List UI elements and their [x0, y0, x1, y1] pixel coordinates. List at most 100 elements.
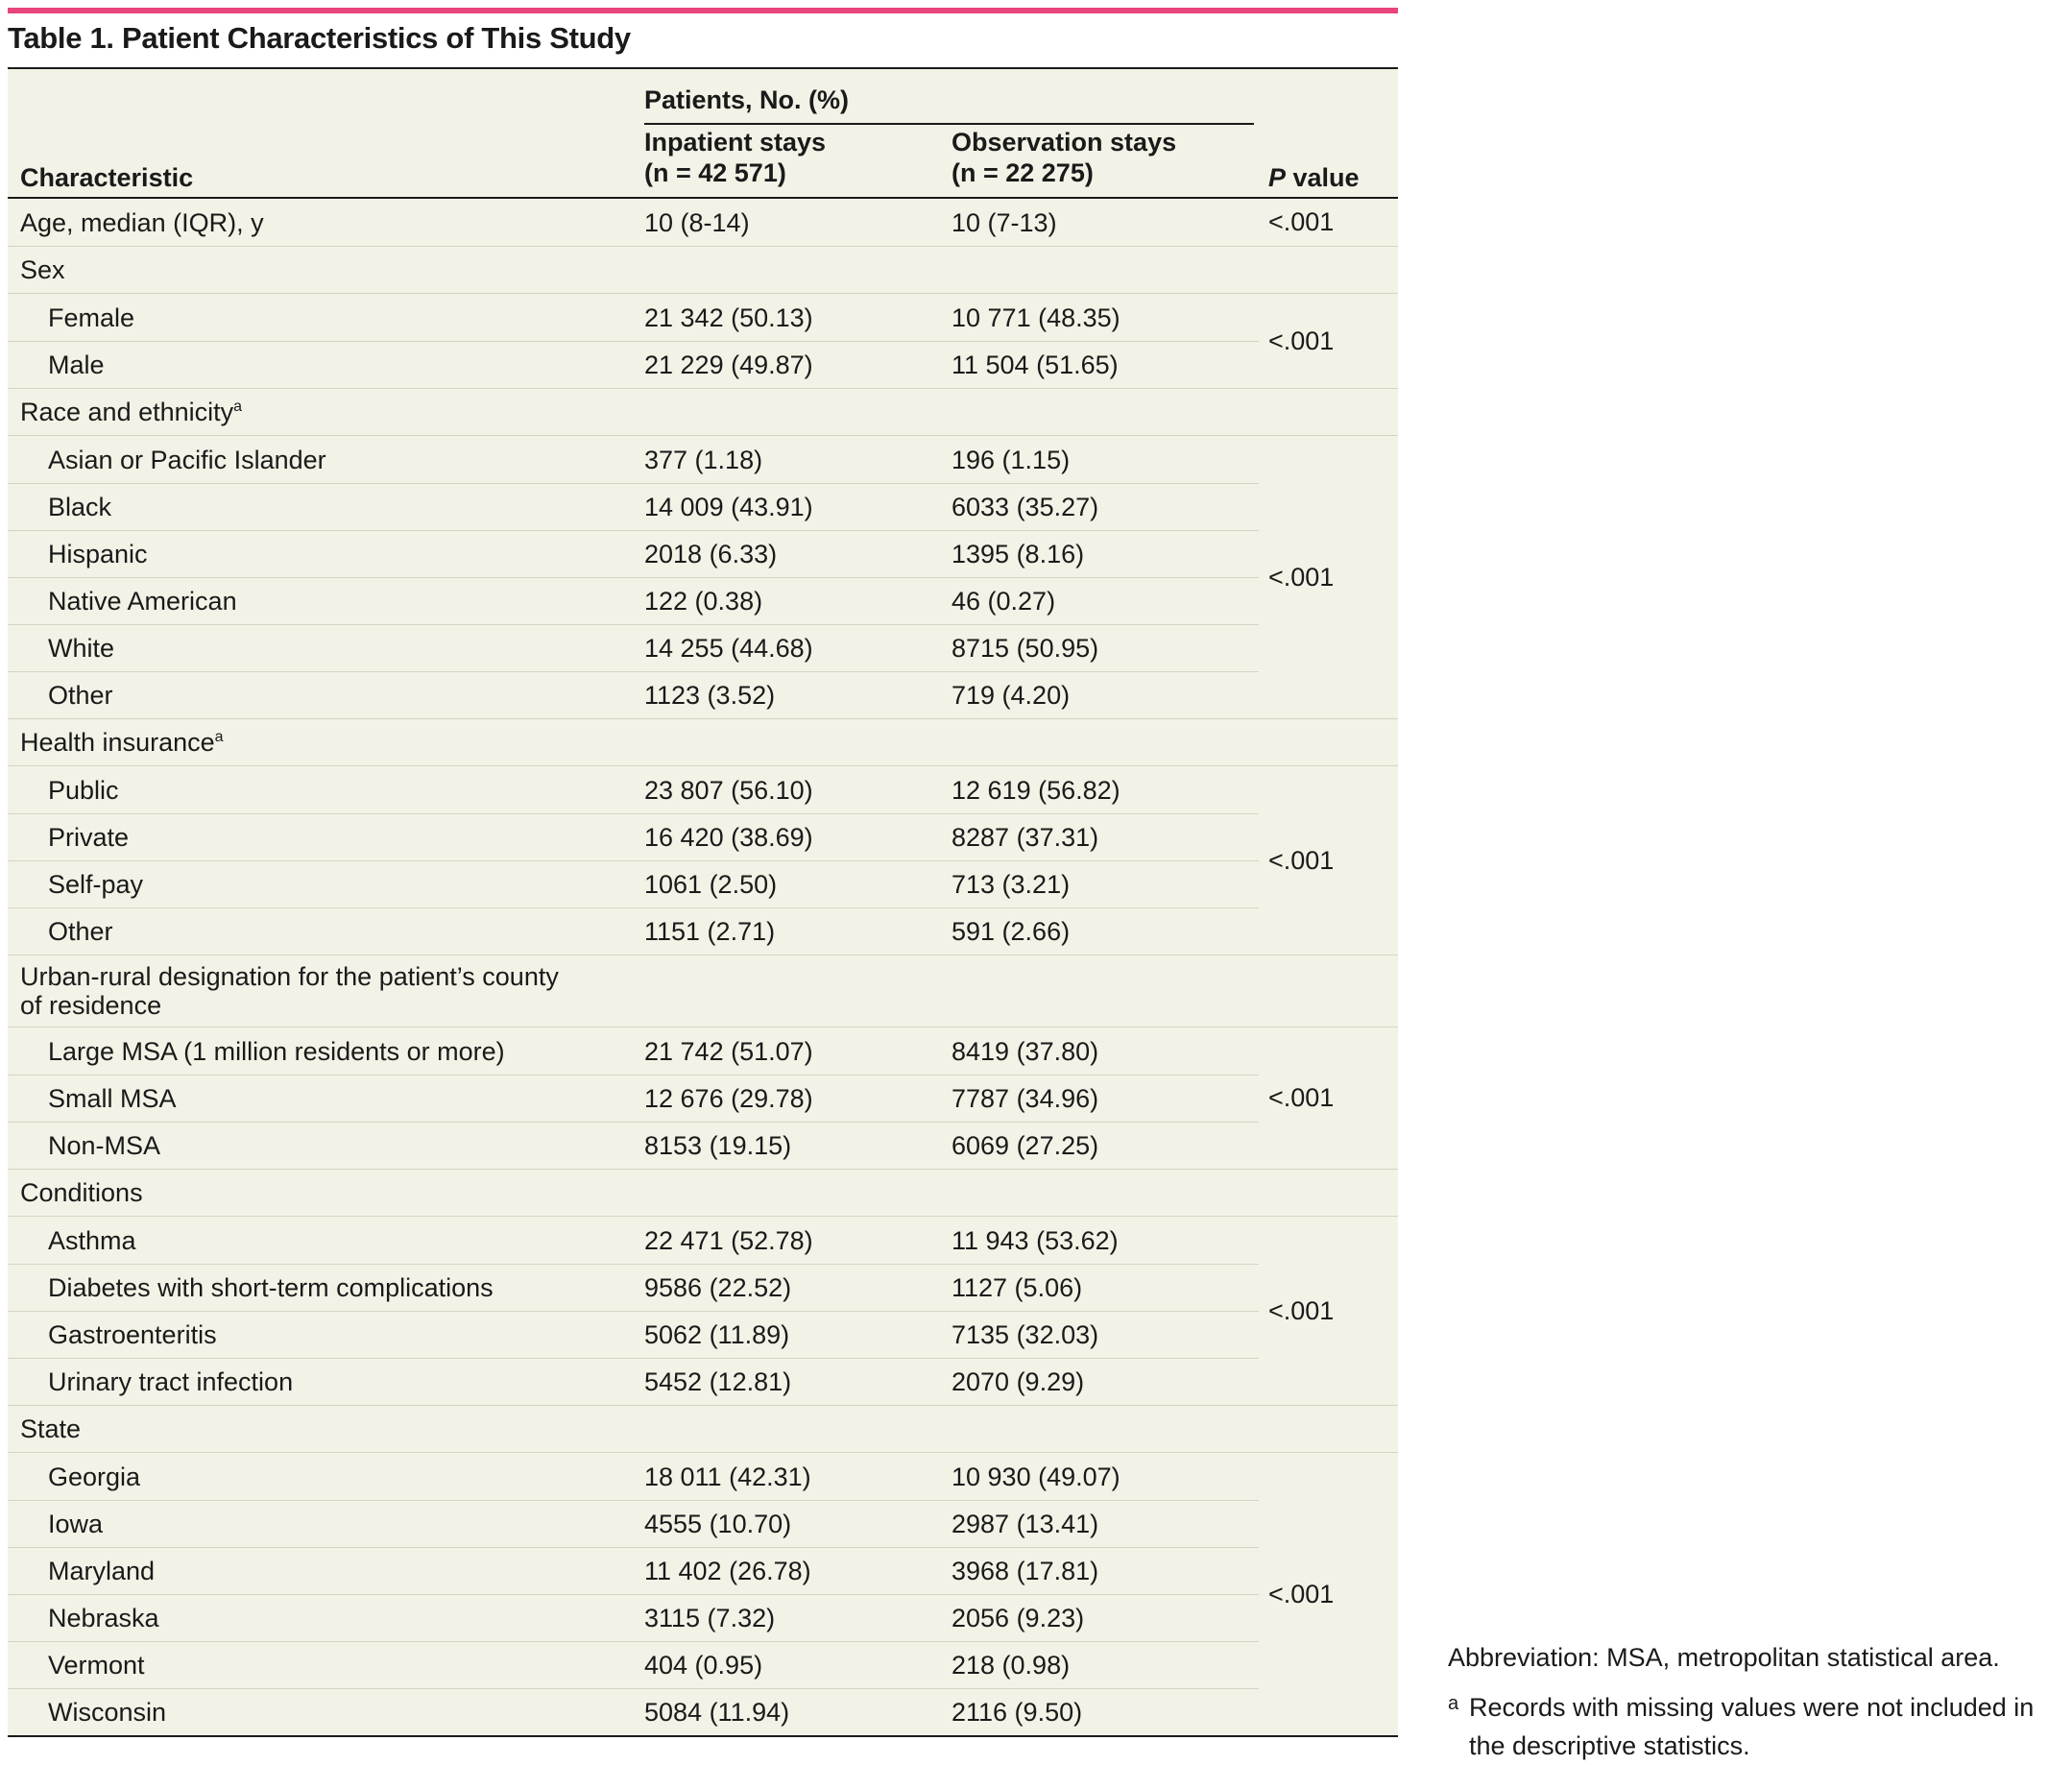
row-inpatient: 21 742 (51.07): [644, 1036, 813, 1066]
row-observation: 218 (0.98): [952, 1651, 1071, 1680]
header-p-italic: P: [1268, 163, 1287, 192]
row-label: Black: [48, 493, 112, 521]
table-row: Urinary tract infection 5452 (12.81) 207…: [8, 1358, 1259, 1405]
row-observation: 2070 (9.29): [952, 1367, 1085, 1396]
table-bottom-rule: [8, 1735, 1398, 1737]
row-observation: 8419 (37.80): [952, 1036, 1099, 1066]
group-p-value: <.001: [1268, 1295, 1335, 1325]
row-inpatient: 12 676 (29.78): [644, 1084, 813, 1113]
row-inpatient: 404 (0.95): [644, 1651, 763, 1680]
table-row: Self-pay 1061 (2.50) 713 (3.21): [8, 860, 1259, 907]
table-row: Asthma 22 471 (52.78) 11 943 (53.62): [8, 1217, 1259, 1264]
table-row: Male 21 229 (49.87) 11 504 (51.65): [8, 341, 1259, 388]
category-urban-rural: Urban-rural designation for the patient’…: [8, 955, 1398, 1028]
row-observation: 1127 (5.06): [952, 1273, 1083, 1302]
header-observation: Observation stays (n = 22 275): [952, 127, 1176, 188]
row-label: Vermont: [48, 1651, 145, 1680]
row-label: Private: [48, 823, 130, 852]
table-row: Maryland 11 402 (26.78) 3968 (17.81): [8, 1547, 1259, 1594]
row-observation: 7787 (34.96): [952, 1084, 1099, 1113]
footnote-marker: a: [214, 729, 224, 745]
row-label: Age, median (IQR), y: [20, 207, 264, 237]
row-observation: 46 (0.27): [952, 587, 1056, 616]
table-row: Vermont 404 (0.95) 218 (0.98): [8, 1641, 1259, 1688]
row-observation: 2116 (9.50): [952, 1698, 1083, 1727]
table-row: Georgia 18 011 (42.31) 10 930 (49.07): [8, 1453, 1259, 1500]
row-label: Georgia: [48, 1462, 141, 1491]
row-inpatient: 9586 (22.52): [644, 1273, 792, 1302]
row-observation: 10 (7-13): [952, 207, 1057, 237]
group-race: Asian or Pacific Islander 377 (1.18) 196…: [8, 436, 1398, 719]
category-sex: Sex: [8, 247, 1398, 294]
table-header: Characteristic Patients, No. (%) Inpatie…: [8, 69, 1398, 197]
patient-characteristics-table: Characteristic Patients, No. (%) Inpatie…: [8, 69, 1398, 1737]
row-observation: 8715 (50.95): [952, 634, 1099, 663]
row-observation: 2987 (13.41): [952, 1510, 1099, 1538]
table-row: Female 21 342 (50.13) 10 771 (48.35): [8, 294, 1259, 341]
category-insurance: Health insurancea: [8, 719, 1398, 766]
row-label: Gastroenteritis: [48, 1320, 217, 1349]
row-inpatient: 11 402 (26.78): [644, 1557, 811, 1585]
group-p-value: <.001: [1268, 207, 1335, 236]
row-label: Nebraska: [48, 1604, 159, 1632]
row-inpatient: 8153 (19.15): [644, 1131, 792, 1160]
row-inpatient: 16 420 (38.69): [644, 823, 813, 852]
row-observation: 11 504 (51.65): [952, 351, 1119, 379]
header-observation-n: (n = 22 275): [952, 158, 1094, 187]
group-insurance: Public 23 807 (56.10) 12 619 (56.82) Pri…: [8, 766, 1398, 955]
row-label: Male: [48, 351, 105, 379]
row-label: White: [48, 634, 115, 663]
table-row: Gastroenteritis 5062 (11.89) 7135 (32.03…: [8, 1311, 1259, 1358]
row-inpatient: 5084 (11.94): [644, 1698, 790, 1727]
category-label: State: [20, 1414, 82, 1443]
row-label: Hispanic: [48, 540, 148, 568]
footnote-a-text: Records with missing values were not inc…: [1469, 1693, 2035, 1760]
row-label: Asian or Pacific Islander: [48, 445, 326, 474]
row-observation: 8287 (37.31): [952, 823, 1099, 852]
row-inpatient: 23 807 (56.10): [644, 775, 813, 805]
row-observation: 12 619 (56.82): [952, 775, 1120, 805]
row-observation: 1395 (8.16): [952, 540, 1085, 568]
footnote-marker: a: [233, 399, 243, 415]
row-inpatient: 2018 (6.33): [644, 540, 778, 568]
table-row: White 14 255 (44.68) 8715 (50.95): [8, 624, 1259, 671]
row-inpatient: 14 009 (43.91): [644, 493, 813, 521]
category-label-line1: Urban-rural designation for the patient’…: [20, 962, 559, 991]
row-observation: 719 (4.20): [952, 681, 1071, 710]
row-label: Public: [48, 775, 119, 805]
row-label: Urinary tract infection: [48, 1367, 294, 1396]
row-inpatient: 21 229 (49.87): [644, 351, 813, 379]
row-label: Large MSA (1 million residents or more): [48, 1036, 505, 1066]
row-observation: 10 771 (48.35): [952, 302, 1120, 332]
group-state: Georgia 18 011 (42.31) 10 930 (49.07) Io…: [8, 1453, 1398, 1735]
row-observation: 11 943 (53.62): [952, 1225, 1119, 1255]
group-p-value: <.001: [1268, 1083, 1335, 1112]
row-inpatient: 14 255 (44.68): [644, 634, 813, 663]
table-row: Non-MSA 8153 (19.15) 6069 (27.25): [8, 1122, 1259, 1169]
table-row: Other 1123 (3.52) 719 (4.20): [8, 671, 1259, 718]
row-inpatient: 10 (8-14): [644, 207, 750, 237]
group-p-value: <.001: [1268, 326, 1335, 355]
header-observation-label: Observation stays: [952, 128, 1177, 157]
group-sex: Female 21 342 (50.13) 10 771 (48.35) Mal…: [8, 294, 1398, 389]
group-conditions: Asthma 22 471 (52.78) 11 943 (53.62) Dia…: [8, 1217, 1398, 1406]
row-inpatient: 1151 (2.71): [644, 917, 776, 946]
category-label-line2: of residence: [20, 991, 162, 1020]
header-patients-rule: [644, 123, 1254, 125]
table-row: Diabetes with short-term complications 9…: [8, 1264, 1259, 1311]
table-row: Nebraska 3115 (7.32) 2056 (9.23): [8, 1594, 1259, 1641]
title-rule: [8, 67, 1398, 69]
category-label-text: Health insurance: [20, 728, 215, 757]
group-p-value: <.001: [1268, 1579, 1335, 1608]
row-label: Native American: [48, 587, 237, 616]
row-observation: 10 930 (49.07): [952, 1462, 1120, 1491]
group-age: Age, median (IQR), y 10 (8-14) 10 (7-13)…: [8, 199, 1398, 247]
category-label: Health insurancea: [8, 728, 632, 757]
category-conditions: Conditions: [8, 1170, 1398, 1217]
row-observation: 3968 (17.81): [952, 1557, 1099, 1585]
row-label: Non-MSA: [48, 1131, 161, 1160]
table-row: Public 23 807 (56.10) 12 619 (56.82): [8, 766, 1259, 813]
row-label: Other: [48, 917, 113, 946]
category-state: State: [8, 1406, 1398, 1453]
row-inpatient: 3115 (7.32): [644, 1604, 776, 1632]
